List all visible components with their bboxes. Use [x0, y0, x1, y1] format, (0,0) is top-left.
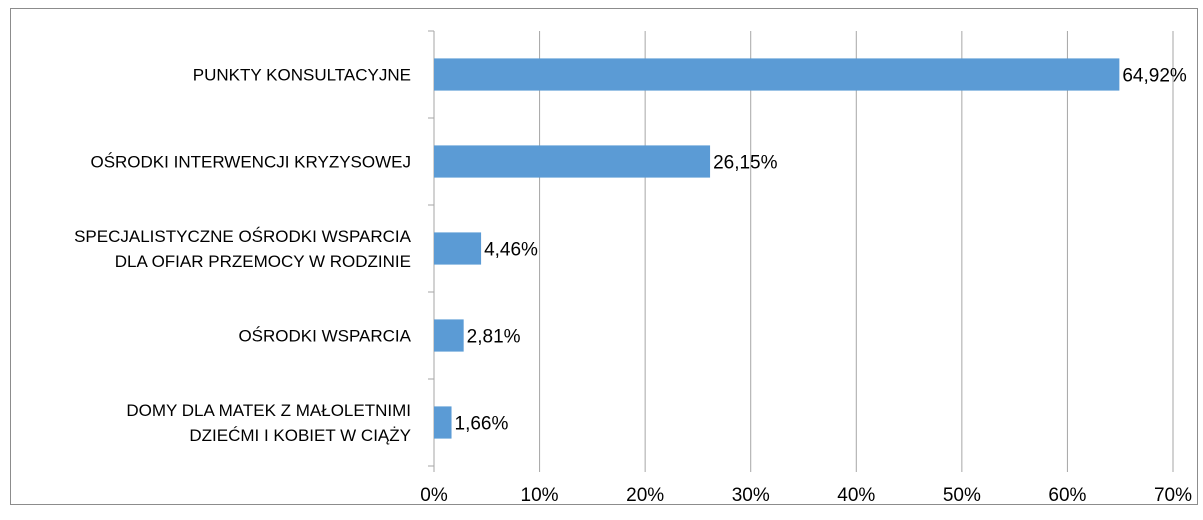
bar-2 — [434, 232, 482, 265]
x-tick-label-2: 20% — [626, 485, 664, 506]
bar-4 — [434, 406, 452, 439]
category-label-4-line-1: DZIEĆMI I KOBIET W CIĄŻY — [189, 426, 411, 445]
bar-1 — [434, 145, 711, 178]
category-label-2-line-0: SPECJALISTYCZNE OŚRODKI WSPARCIA — [74, 227, 412, 246]
data-label-0: 64,92% — [1122, 66, 1187, 87]
data-label-4: 1,66% — [455, 414, 509, 435]
bar-chart: PUNKTY KONSULTACYJNE 64,92% OŚRODKI INTERW… — [74, 30, 1192, 506]
category-label-0: PUNKTY KONSULTACYJNE — [193, 66, 411, 85]
x-tick-label-3: 30% — [732, 485, 770, 506]
x-tick-label-4: 40% — [837, 485, 875, 506]
category-label-4-line-0: DOMY DLA MATEK Z MAŁOLETNIMI — [126, 401, 411, 420]
x-tick-label-1: 10% — [521, 485, 559, 506]
category-label-3: OŚRODKI WSPARCIA — [238, 327, 411, 346]
category-label-1: OŚRODKI INTERWENCJI KRYZYSOWEJ — [90, 153, 411, 172]
bar-3 — [434, 319, 464, 352]
data-label-3: 2,81% — [467, 327, 521, 348]
category-label-2-line-1: DLA OFIAR PRZEMOCY W RODZINIE — [115, 252, 411, 271]
data-label-1: 26,15% — [713, 153, 778, 174]
x-tick-label-0: 0% — [420, 485, 448, 506]
x-tick-label-7: 70% — [1154, 485, 1192, 506]
bar-0 — [434, 58, 1120, 91]
x-tick-label-6: 60% — [1048, 485, 1086, 506]
x-tick-label-5: 50% — [943, 485, 981, 506]
data-label-2: 4,46% — [484, 240, 538, 261]
chart-frame: PUNKTY KONSULTACYJNE 64,92% OŚRODKI INTERW… — [10, 8, 1198, 506]
